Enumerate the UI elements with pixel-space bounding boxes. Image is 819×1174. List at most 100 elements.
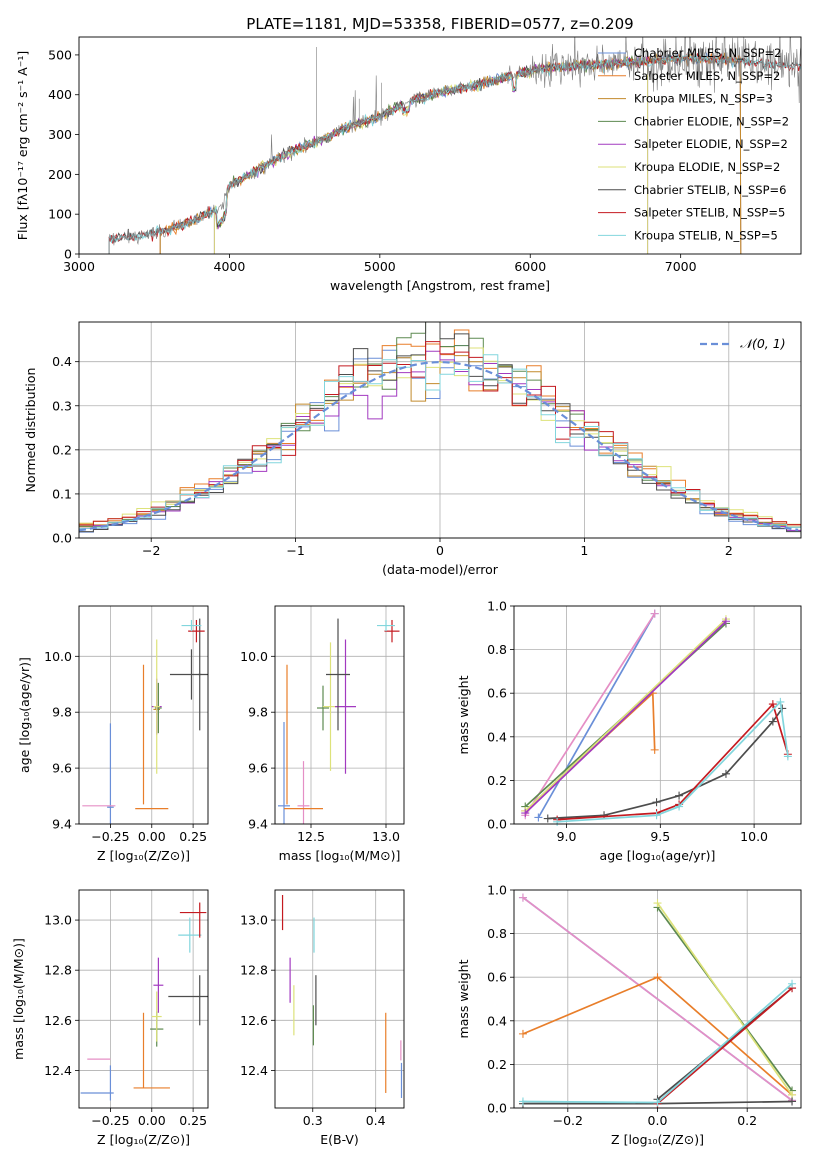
errorbar-point [107,723,114,824]
x-tick-label: −2 [142,543,160,558]
weight-lines [521,609,792,826]
y-tick-label: 400 [48,87,72,102]
y-tick-label: 100 [48,207,72,222]
y-axis-label: mass [log₁₀(M/M⊙)] [11,938,26,1060]
weight-marker [518,1029,527,1038]
weight-marker [543,814,552,823]
mass-vs-metallicity-panel: −0.25 0.00 0.25 12.4 12.6 12.8 13.0 Z [log₁₀(Z/… [11,889,209,1147]
weight-line [524,618,727,812]
errorbar-point [155,682,162,734]
chart-title: PLATE=1181, MJD=53358, FIBERID=0577, z=0… [246,15,633,33]
x-tick-label: 0.0 [648,1113,668,1128]
weight-marker [768,700,777,709]
legend-label: Kroupa MILES, N_SSP=3 [634,92,773,106]
weight-marker [721,769,730,778]
errorbar-point [377,619,395,632]
y-tick-label: 12.8 [240,963,268,978]
y-axis-label: Flux [fλ10⁻¹⁷ erg cm⁻² s⁻¹ A⁻¹] [15,51,30,240]
weight-marker [675,791,684,800]
y-tick-label: 9.6 [52,761,72,776]
x-axis-label: mass [log₁₀(M/M⊙)] [279,848,401,863]
x-tick-label: −1 [286,543,304,558]
axes-frame [78,889,209,1109]
x-tick-label: 10.0 [740,829,768,844]
weight-marker [518,1097,527,1106]
y-tick-label: 9.8 [52,705,72,720]
weight-vs-age-panel: 9.0 9.5 10.0 0.0 0.2 0.4 0.6 0.8 1.0 age [log₁₀(a… [456,599,802,863]
y-tick-label: 12.4 [44,1063,72,1078]
weight-line [656,987,793,1105]
errorbar-point [153,639,161,774]
y-tick-label: 0.0 [487,817,507,832]
legend-label: Salpeter ELODIE, N_SSP=2 [634,137,788,151]
legend-label: Chabrier MILES, N_SSP=2 [634,46,781,60]
x-axis-label: Z [log₁₀(Z/Z⊙)] [97,1132,190,1147]
errorbar-point [188,619,205,643]
x-tick-label: 3000 [63,259,95,274]
y-tick-label: 10.0 [240,649,268,664]
spectrum-lines [108,37,801,254]
x-axis-label: Z [log₁₀(Z/Z⊙)] [611,1132,704,1147]
normal-curve [79,360,799,532]
y-tick-label: 9.4 [248,817,268,832]
errorbar-point [153,957,164,1013]
y-tick-label: 12.4 [240,1063,268,1078]
y-tick-label: 0.8 [487,642,507,657]
y-tick-label: 0.6 [487,970,507,985]
y-tick-label: 0.3 [52,398,72,413]
x-tick-label: 0.4 [366,1113,386,1128]
age-vs-mass-panel: 12.5 13.0 9.4 9.6 9.8 10.0 mass [log₁₀(M/M⊙)] [240,605,405,863]
axes-frame [78,321,802,539]
y-tick-label: 0.8 [487,926,507,941]
y-tick-label: 9.8 [248,705,268,720]
y-tick-label: 0.2 [487,1057,507,1072]
y-tick-label: 9.6 [248,761,268,776]
weight-line [524,620,727,814]
axes-frame [513,605,802,825]
x-axis-label: E(B-V) [320,1132,359,1147]
weight-line [557,700,789,823]
weight-marker [776,697,785,706]
errorbars [278,618,400,824]
axes-frame [513,889,802,1109]
observed-spectrum [108,37,801,254]
y-tick-label: 200 [48,167,72,182]
weight-marker [653,1098,662,1107]
x-axis-label: (data-model)/error [382,562,499,577]
axes-frame [274,889,405,1109]
legend: Chabrier MILES, N_SSP=2 Salpeter MILES, N… [598,46,789,242]
x-tick-label: 5000 [364,259,396,274]
y-axis-label: mass weight [456,959,471,1038]
y-tick-label: 0.6 [487,686,507,701]
y-tick-label: 0.1 [52,486,72,501]
y-tick-label: 0.0 [52,531,72,546]
weight-marker [788,979,797,988]
weight-marker [768,717,777,726]
weight-line [557,702,789,821]
x-tick-label: 0.00 [138,1113,166,1128]
axes-frame [78,36,802,255]
age-vs-metallicity-panel: −0.25 0.00 0.25 9.4 9.6 9.8 10.0 Z [log₁₀(Z/Z⊙)… [17,605,209,863]
weight-line [656,902,793,1096]
weight-marker [553,817,562,826]
weight-marker [653,899,662,908]
weight-marker [721,617,730,626]
legend-label: 𝒩(0, 1) [740,336,786,351]
errorbars [281,895,403,1098]
y-axis-label: age [log₁₀(age/yr)] [17,657,32,773]
y-tick-label: 0.2 [487,773,507,788]
x-tick-label: −0.25 [91,1113,129,1128]
x-tick-label: 12.5 [297,829,325,844]
weight-marker [653,973,662,982]
x-tick-label: 0.3 [303,1113,323,1128]
x-tick-label: 13.0 [372,829,400,844]
errorbar-point [297,761,310,824]
weight-lines [518,893,797,1108]
errorbar-point [317,685,329,731]
x-tick-label: 1 [580,543,588,558]
errorbars [82,618,208,824]
errorbar-point [198,618,202,731]
errorbar-point [169,649,208,700]
y-tick-label: 12.6 [44,1013,72,1028]
